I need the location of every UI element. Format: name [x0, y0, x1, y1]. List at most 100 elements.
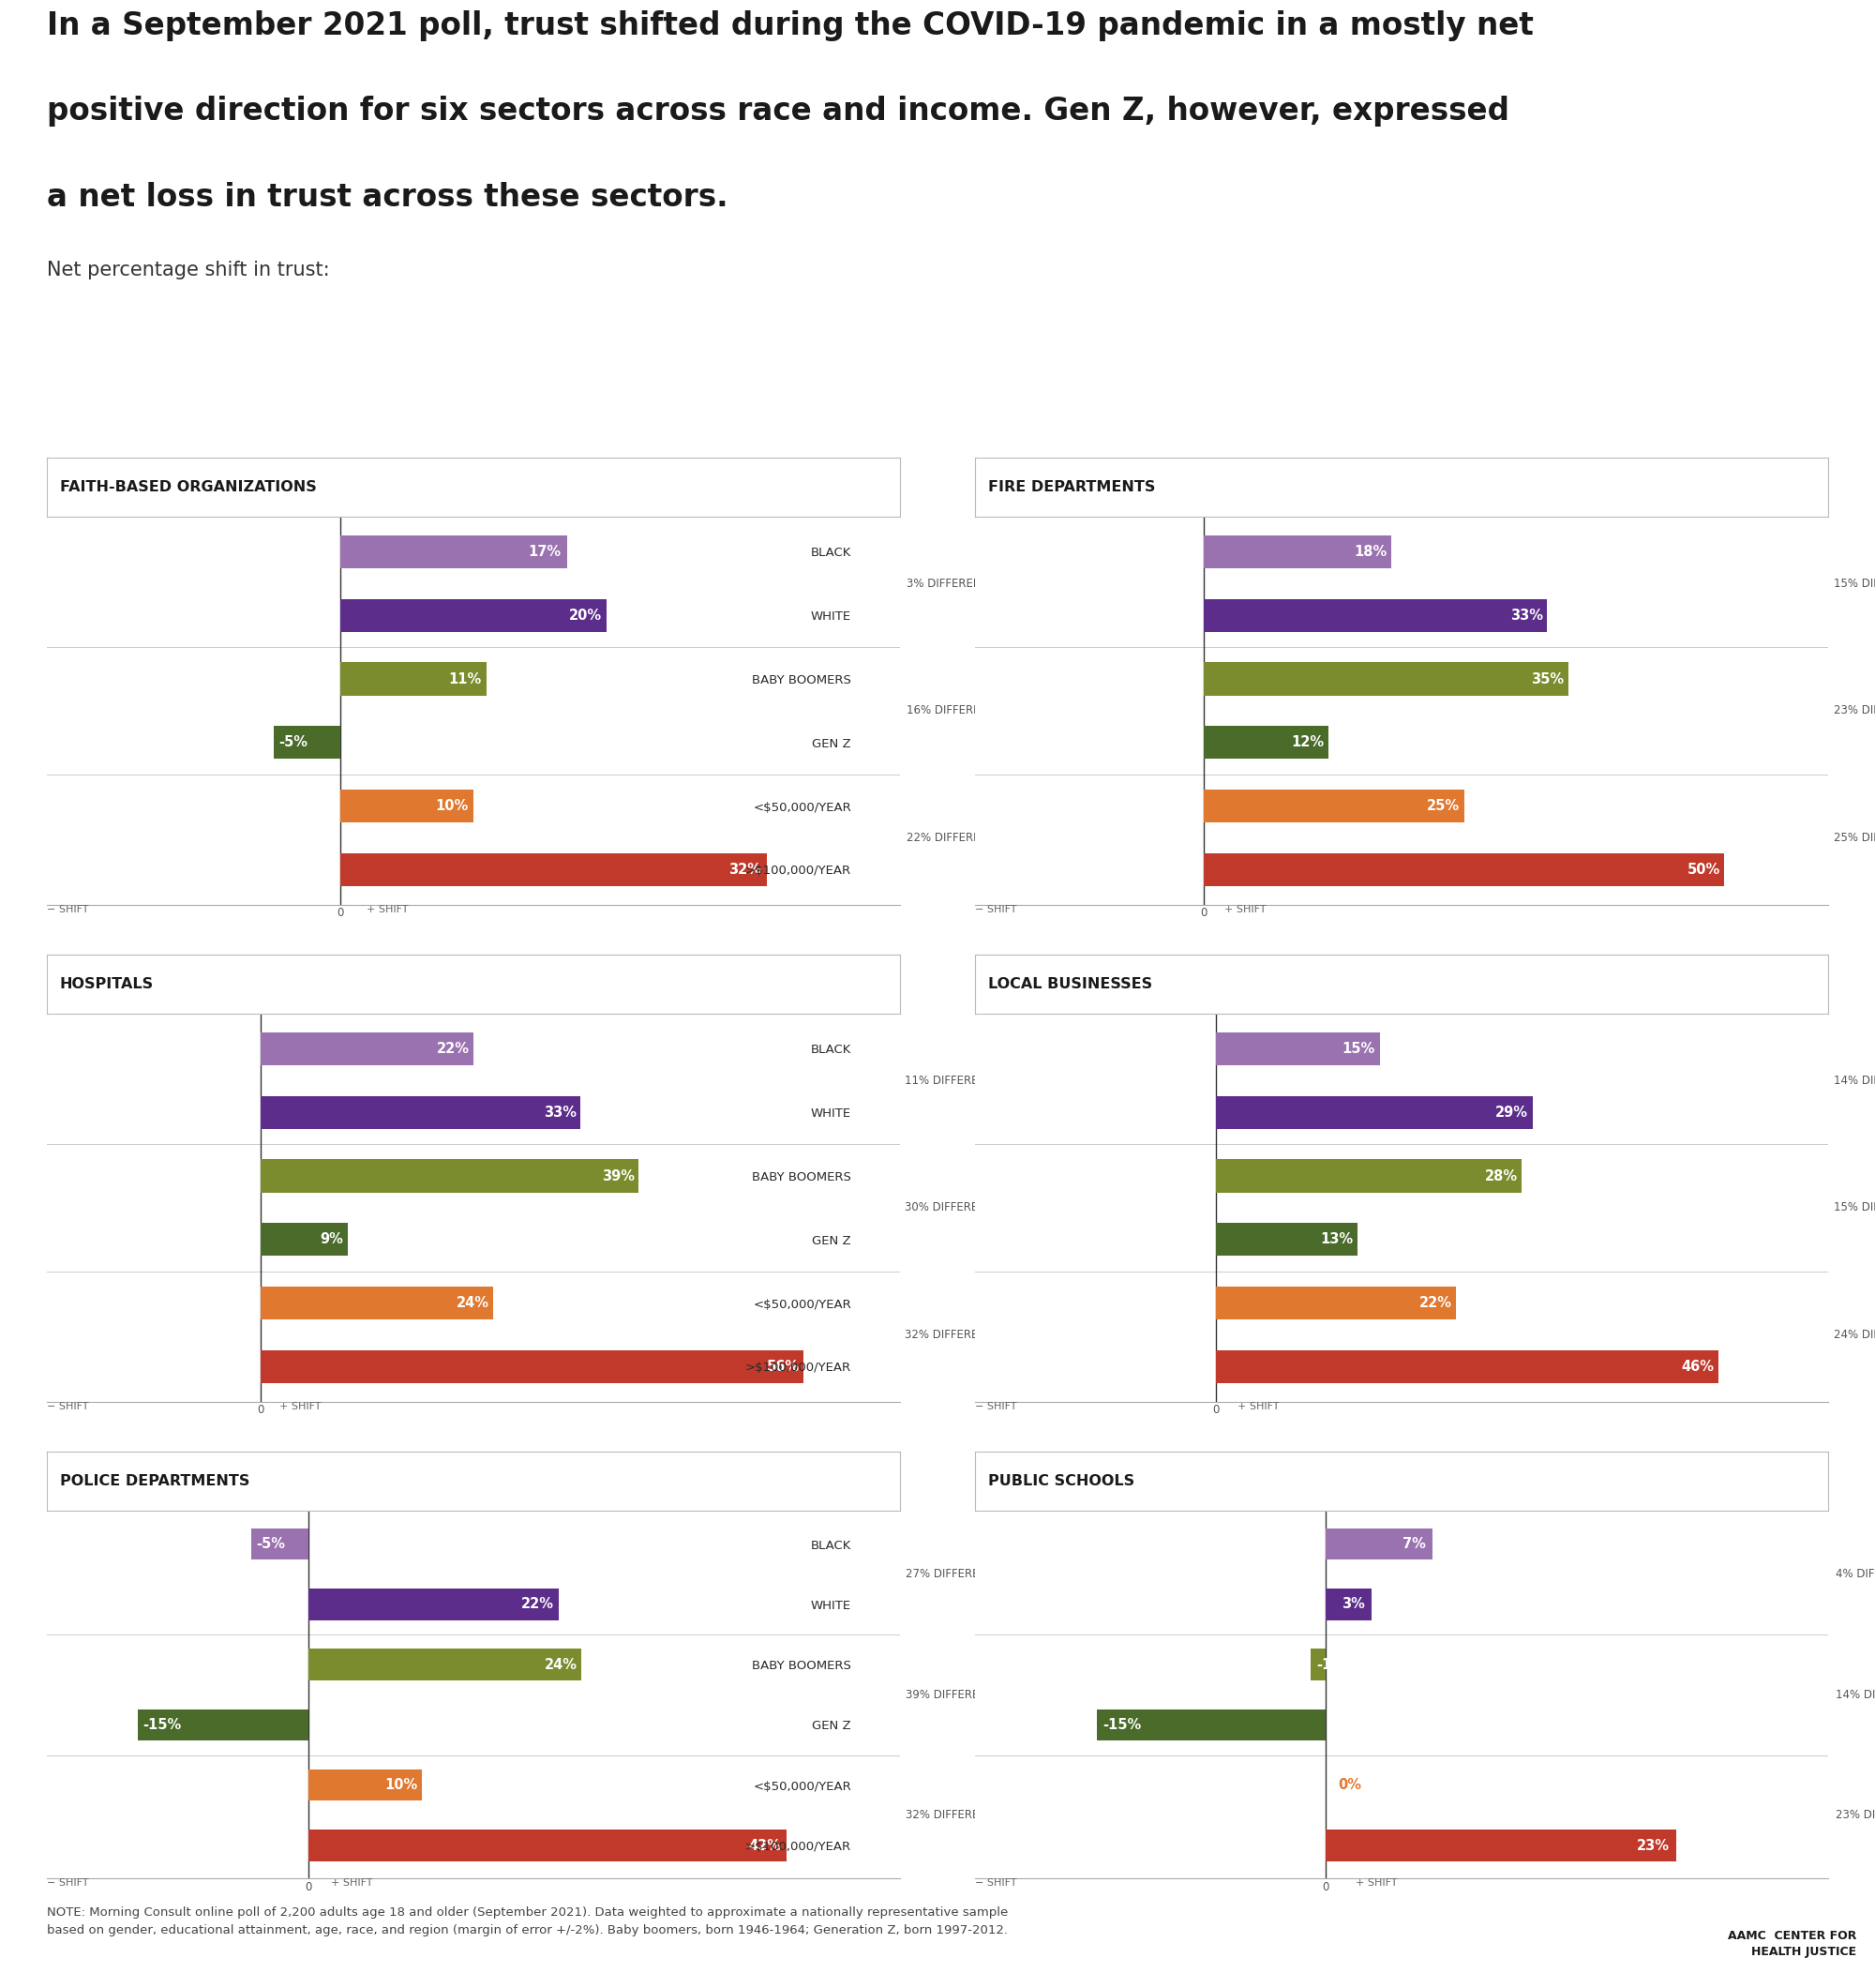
Bar — [339, 789, 472, 823]
Bar — [1326, 1588, 1371, 1620]
Text: 20%: 20% — [568, 608, 602, 622]
Text: 25% DIFFERENCE: 25% DIFFERENCE — [1834, 831, 1875, 845]
Text: In a September 2021 poll, trust shifted during the COVID-19 pandemic in a mostly: In a September 2021 poll, trust shifted … — [47, 10, 1534, 42]
Text: 46%: 46% — [1682, 1360, 1714, 1374]
Bar — [1215, 1095, 1534, 1129]
Text: -5%: -5% — [257, 1537, 285, 1551]
Bar — [1215, 1223, 1358, 1256]
Text: a net loss in trust across these sectors.: a net loss in trust across these sectors… — [47, 181, 728, 213]
Text: 32% DIFFERENCE: 32% DIFFERENCE — [906, 1328, 1001, 1342]
Text: 23%: 23% — [1637, 1839, 1671, 1853]
Bar — [339, 662, 488, 696]
Text: positive direction for six sectors across race and income. Gen Z, however, expre: positive direction for six sectors acros… — [47, 95, 1509, 127]
Bar — [1204, 535, 1391, 569]
Bar — [251, 1529, 309, 1561]
Bar — [339, 853, 767, 887]
Text: FIRE DEPARTMENTS: FIRE DEPARTMENTS — [988, 479, 1155, 495]
Bar — [309, 1588, 559, 1620]
Bar — [1215, 1350, 1719, 1384]
Text: 10%: 10% — [435, 799, 469, 813]
Text: 30% DIFFERENCE: 30% DIFFERENCE — [906, 1201, 1001, 1215]
Text: − SHIFT: − SHIFT — [975, 1879, 1016, 1889]
Bar — [1204, 789, 1464, 823]
Text: PUBLIC SCHOOLS: PUBLIC SCHOOLS — [988, 1473, 1134, 1489]
Text: 3%: 3% — [1342, 1596, 1365, 1612]
Text: 12%: 12% — [1292, 736, 1324, 749]
Bar — [1215, 1032, 1380, 1066]
Text: 3% DIFFERENCE: 3% DIFFERENCE — [908, 577, 996, 590]
Text: − SHIFT: − SHIFT — [975, 905, 1016, 914]
Text: 13%: 13% — [1320, 1233, 1354, 1246]
Text: 16% DIFFERENCE: 16% DIFFERENCE — [908, 704, 1003, 718]
Text: 23% DIFFERENCE: 23% DIFFERENCE — [1834, 704, 1875, 718]
Text: 33%: 33% — [544, 1105, 576, 1119]
Text: + SHIFT: + SHIFT — [279, 1402, 321, 1411]
Text: 17%: 17% — [529, 545, 561, 559]
Bar — [309, 1829, 786, 1861]
Bar — [261, 1223, 347, 1256]
Bar — [1204, 598, 1547, 632]
Text: 14% DIFFERENCE: 14% DIFFERENCE — [1836, 1688, 1875, 1702]
Bar — [339, 598, 608, 632]
Bar — [1204, 853, 1725, 887]
Bar — [261, 1350, 802, 1384]
Text: + SHIFT: + SHIFT — [332, 1879, 373, 1889]
Text: 32%: 32% — [729, 863, 761, 877]
Bar — [261, 1032, 472, 1066]
Text: POLICE DEPARTMENTS: POLICE DEPARTMENTS — [60, 1473, 249, 1489]
Text: -5%: -5% — [279, 736, 308, 749]
Text: 7%: 7% — [1402, 1537, 1427, 1551]
Bar — [274, 726, 339, 759]
Text: + SHIFT: + SHIFT — [368, 905, 409, 914]
Text: + SHIFT: + SHIFT — [1224, 905, 1266, 914]
Text: 18%: 18% — [1354, 545, 1388, 559]
Bar — [261, 1095, 579, 1129]
Text: 29%: 29% — [1496, 1105, 1528, 1119]
Text: FAITH-BASED ORGANIZATIONS: FAITH-BASED ORGANIZATIONS — [60, 479, 317, 495]
Bar — [1097, 1710, 1326, 1741]
Text: 23% DIFFERENCE: 23% DIFFERENCE — [1836, 1809, 1875, 1821]
Text: -15%: -15% — [142, 1718, 182, 1732]
Text: 39%: 39% — [602, 1169, 634, 1183]
Text: 42%: 42% — [748, 1839, 782, 1853]
Text: 22%: 22% — [521, 1596, 555, 1612]
Text: 24%: 24% — [456, 1296, 489, 1310]
Text: 15% DIFFERENCE: 15% DIFFERENCE — [1834, 577, 1875, 590]
Text: − SHIFT: − SHIFT — [47, 1402, 88, 1411]
Text: 4% DIFFERENCE: 4% DIFFERENCE — [1836, 1569, 1875, 1580]
Text: 35%: 35% — [1530, 672, 1564, 686]
Text: 24%: 24% — [544, 1658, 578, 1672]
Text: 15%: 15% — [1342, 1042, 1376, 1056]
Text: 15% DIFFERENCE: 15% DIFFERENCE — [1834, 1201, 1875, 1215]
Bar — [1326, 1829, 1676, 1861]
Text: 14% DIFFERENCE: 14% DIFFERENCE — [1834, 1074, 1875, 1087]
Text: 11% DIFFERENCE: 11% DIFFERENCE — [906, 1074, 1001, 1087]
Text: 56%: 56% — [767, 1360, 799, 1374]
Bar — [1215, 1159, 1522, 1193]
Text: 22%: 22% — [1419, 1296, 1451, 1310]
Text: -15%: -15% — [1102, 1718, 1142, 1732]
Text: Net percentage shift in trust:: Net percentage shift in trust: — [47, 260, 330, 280]
Text: 22%: 22% — [437, 1042, 469, 1056]
Text: 39% DIFFERENCE: 39% DIFFERENCE — [906, 1688, 1001, 1702]
Text: 22% DIFFERENCE: 22% DIFFERENCE — [908, 831, 1003, 845]
Bar — [1204, 662, 1568, 696]
Text: 25%: 25% — [1427, 799, 1461, 813]
Text: NOTE: Morning Consult online poll of 2,200 adults age 18 and older (September 20: NOTE: Morning Consult online poll of 2,2… — [47, 1906, 1009, 1936]
Text: 27% DIFFERENCE: 27% DIFFERENCE — [906, 1569, 1001, 1580]
Text: LOCAL BUSINESSES: LOCAL BUSINESSES — [988, 976, 1151, 992]
Text: − SHIFT: − SHIFT — [975, 1402, 1016, 1411]
Bar — [261, 1159, 638, 1193]
Bar — [339, 535, 566, 569]
Bar — [309, 1769, 422, 1801]
Text: 50%: 50% — [1688, 863, 1719, 877]
Text: 28%: 28% — [1485, 1169, 1517, 1183]
Text: 33%: 33% — [1509, 608, 1543, 622]
Text: -1%: -1% — [1316, 1658, 1346, 1672]
Bar — [1311, 1648, 1326, 1680]
Bar — [1326, 1529, 1432, 1561]
Bar — [139, 1710, 309, 1741]
Text: 24% DIFFERENCE: 24% DIFFERENCE — [1834, 1328, 1875, 1342]
Text: + SHIFT: + SHIFT — [1356, 1879, 1397, 1889]
Text: AAMC  CENTER FOR
HEALTH JUSTICE: AAMC CENTER FOR HEALTH JUSTICE — [1727, 1930, 1856, 1958]
